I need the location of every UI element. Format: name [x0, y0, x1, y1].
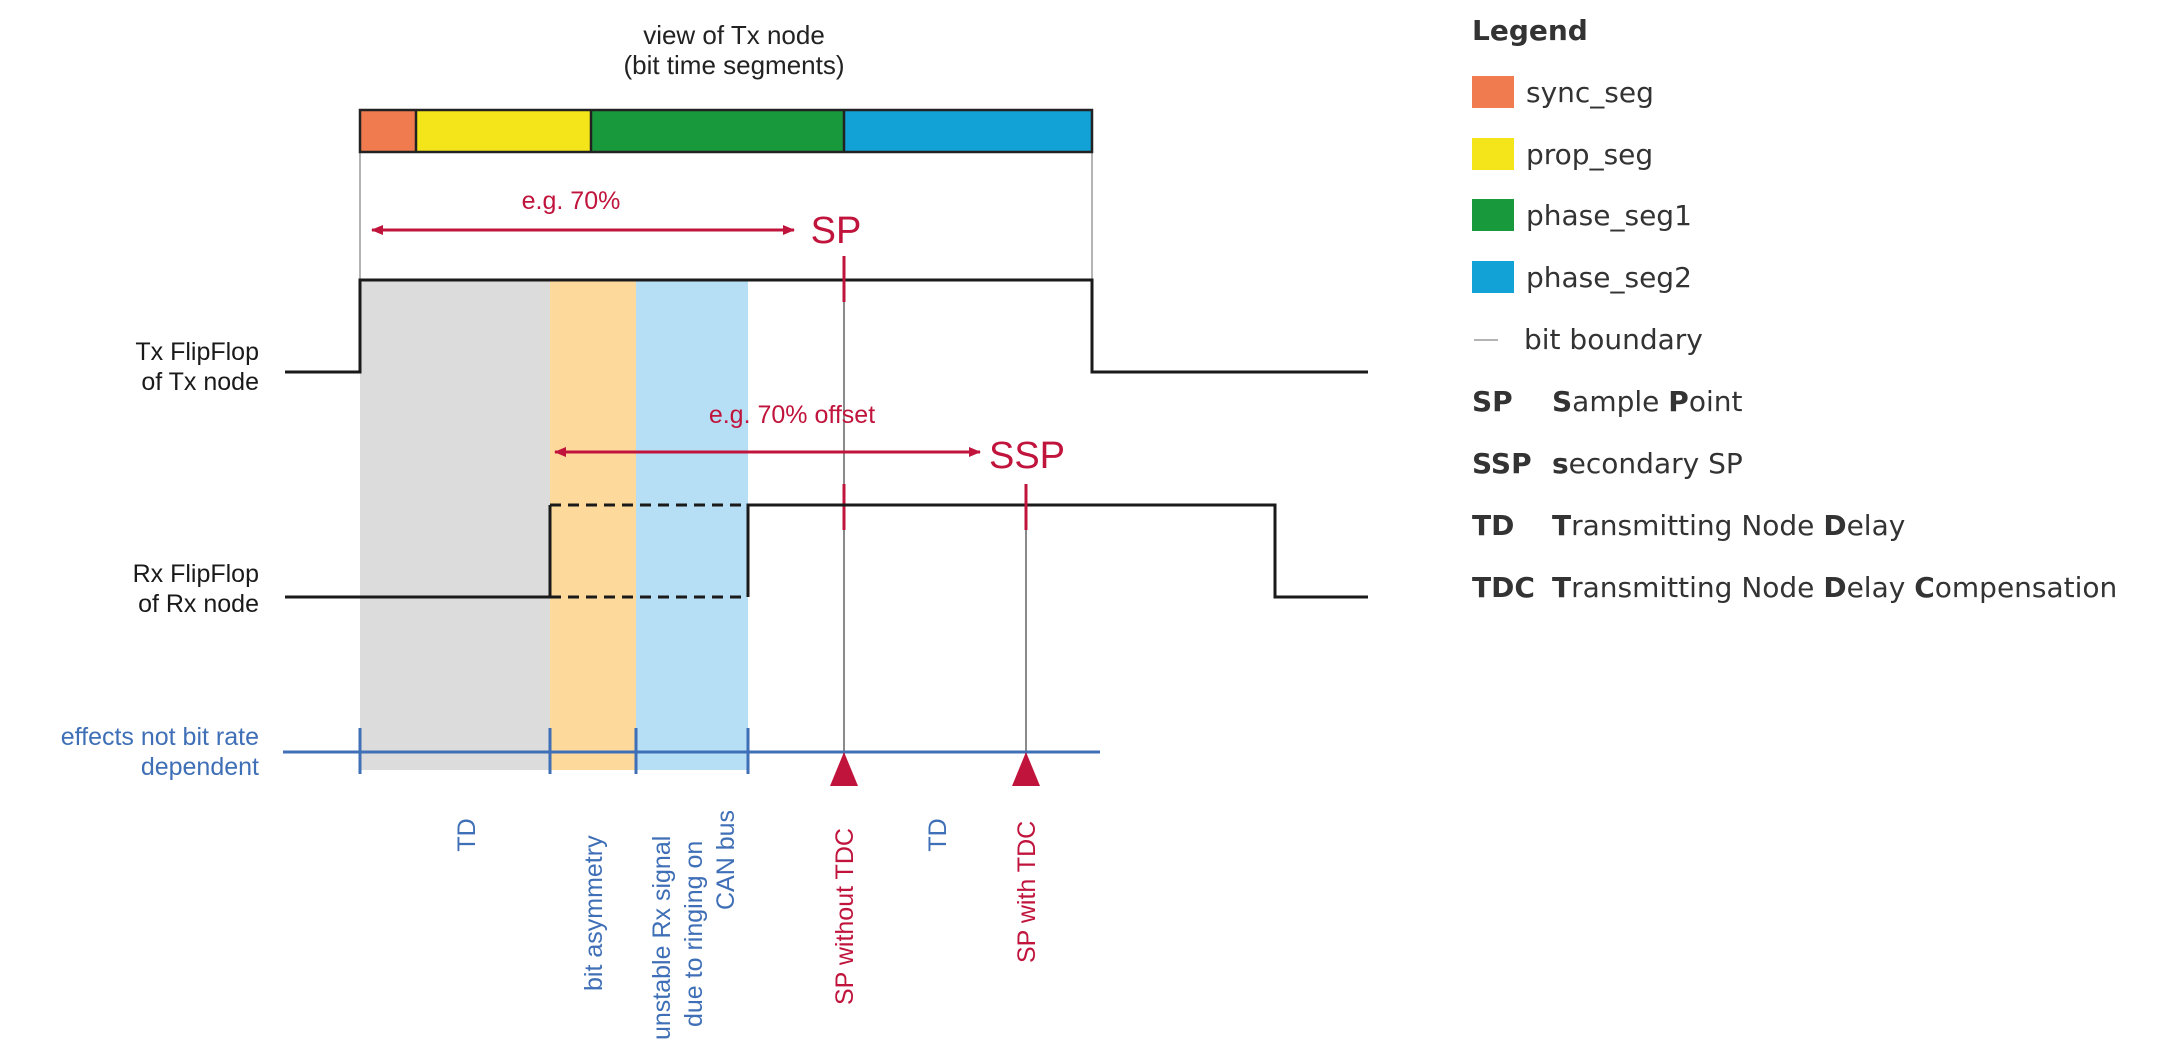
- unstable-rx-label-2: due to ringing on: [680, 841, 708, 1027]
- tx-waveform: [285, 278, 1368, 374]
- td-region: [360, 280, 550, 770]
- legend-desc-text: ransmitting Node: [1571, 571, 1823, 604]
- rx-label-line1: Rx FlipFlop: [133, 560, 259, 588]
- legend-desc-text: elay: [1847, 509, 1906, 542]
- rx-waveform-high: [746, 503, 1368, 599]
- ssp-arrow-label: e.g. 70% offset: [709, 401, 875, 429]
- sp-without-tdc-marker: [830, 752, 858, 786]
- diagram-title-line2: (bit time segments): [623, 50, 844, 80]
- legend-desc-initial: S: [1552, 385, 1572, 418]
- td-label-1: TD: [453, 818, 481, 851]
- rx-label-line2: of Rx node: [138, 590, 259, 618]
- unstable-rx-label-3: CAN bus: [712, 810, 740, 910]
- tx-label-line2: of Tx node: [141, 368, 259, 396]
- legend-desc-initial: D: [1823, 509, 1846, 542]
- legend-swatch-sync-seg: [1472, 76, 1514, 108]
- legend-desc-text: ompensation: [1935, 571, 2118, 604]
- legend-abbr-tdc: TDC: [1472, 571, 1535, 604]
- legend-label-phase-seg2: phase_seg2: [1526, 261, 1692, 294]
- legend-label-phase-seg1: phase_seg1: [1526, 199, 1692, 232]
- segment-bar-outline: [358, 108, 1094, 154]
- legend-title: Legend: [1472, 14, 1588, 47]
- td-label-2: TD: [924, 818, 952, 851]
- legend-abbr-sp: SP: [1472, 385, 1513, 418]
- legend-swatch-prop-seg: [1472, 138, 1514, 170]
- legend-label-bit-boundary: bit boundary: [1524, 323, 1703, 356]
- legend-desc-tdc: Transmitting Node Delay Compensation: [1552, 571, 2117, 604]
- rx-uncertain-dashed: [548, 503, 748, 599]
- legend-desc-initial: s: [1552, 447, 1569, 480]
- effects-timeline-ticks: [358, 728, 750, 774]
- sp-arrow-label: e.g. 70%: [522, 187, 621, 215]
- bit-asymmetry-label: bit asymmetry: [580, 835, 608, 991]
- sp-with-tdc-marker: [1012, 752, 1040, 786]
- legend-swatch-phase-seg2: [1472, 261, 1514, 293]
- ssp-label: SSP: [989, 435, 1065, 477]
- legend-abbr-ssp: SSP: [1472, 447, 1532, 480]
- legend-desc-sp: Sample Point: [1552, 385, 1742, 418]
- legend-swatch-phase-seg1: [1472, 199, 1514, 231]
- legend: Legend sync_seg prop_seg phase_seg1 phas…: [1472, 14, 2117, 604]
- sp-label: SP: [811, 210, 862, 252]
- legend-desc-text: econdary SP: [1569, 447, 1743, 480]
- effects-label-line2: dependent: [141, 753, 259, 781]
- legend-label-sync-seg: sync_seg: [1526, 76, 1654, 109]
- sync-seg-bar: [360, 110, 416, 152]
- legend-desc-ssp: secondary SP: [1552, 447, 1743, 480]
- bit-asymmetry-region: [550, 280, 636, 770]
- effects-label-line1: effects not bit rate: [61, 723, 259, 751]
- phase-seg2-bar: [844, 110, 1092, 152]
- legend-desc-td: Transmitting Node Delay: [1552, 509, 1905, 542]
- prop-seg-bar: [416, 110, 591, 152]
- unstable-rx-label-1: unstable Rx signal: [648, 836, 676, 1040]
- unstable-rx-region: [636, 280, 748, 770]
- tx-label-line1: Tx FlipFlop: [135, 338, 259, 366]
- legend-label-prop-seg: prop_seg: [1526, 138, 1653, 171]
- legend-desc-text: ample: [1572, 385, 1668, 418]
- legend-abbr-td: TD: [1472, 509, 1514, 542]
- legend-desc-initial: T: [1552, 571, 1571, 604]
- diagram-title-line1: view of Tx node: [643, 20, 825, 50]
- phase-seg1-bar: [591, 110, 844, 152]
- legend-desc-initial: P: [1668, 385, 1689, 418]
- legend-desc-initial: T: [1552, 509, 1571, 542]
- sp-without-tdc-label: SP without TDC: [831, 828, 859, 1005]
- sp-with-tdc-label: SP with TDC: [1013, 821, 1041, 963]
- legend-desc-initial: C: [1914, 571, 1935, 604]
- legend-desc-text: oint: [1689, 385, 1743, 418]
- legend-desc-text: ransmitting Node: [1571, 509, 1823, 542]
- legend-desc-text: elay: [1847, 571, 1915, 604]
- legend-desc-initial: D: [1823, 571, 1846, 604]
